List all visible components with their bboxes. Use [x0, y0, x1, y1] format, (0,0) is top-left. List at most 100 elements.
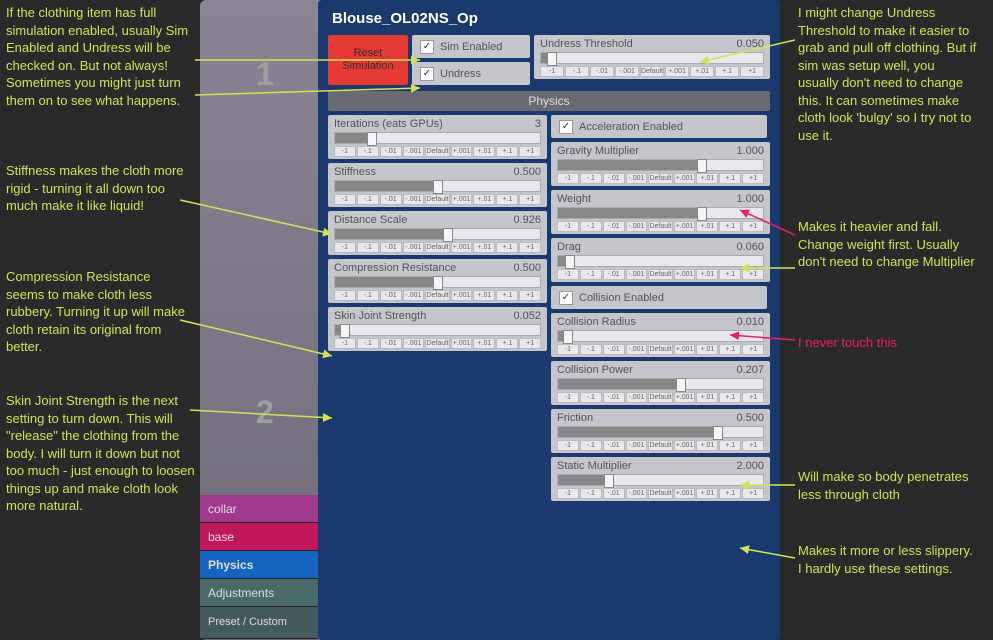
tab-base[interactable]: base	[200, 523, 318, 551]
collision-enabled-checkbox[interactable]: ✓Collision Enabled	[551, 286, 767, 309]
step-button[interactable]: -.01	[603, 173, 625, 184]
step-button[interactable]: +.001	[674, 488, 696, 499]
step-button[interactable]: Default	[648, 392, 672, 403]
step-button[interactable]: -1	[557, 488, 579, 499]
step-button[interactable]: +.001	[451, 338, 473, 349]
step-button[interactable]: +.001	[674, 269, 696, 280]
step-button[interactable]: +.01	[473, 242, 495, 253]
step-button[interactable]: -1	[334, 290, 356, 301]
step-button[interactable]: -.01	[380, 338, 402, 349]
step-button[interactable]: -.1	[580, 269, 602, 280]
step-button[interactable]: -1	[334, 194, 356, 205]
step-button[interactable]: +.1	[496, 338, 518, 349]
step-button[interactable]: +.001	[674, 392, 696, 403]
acceleration-enabled-checkbox[interactable]: ✓Acceleration Enabled	[551, 115, 767, 138]
step-button[interactable]: -.01	[590, 66, 614, 77]
step-button[interactable]: -.1	[580, 173, 602, 184]
step-button[interactable]: -.01	[603, 269, 625, 280]
step-button[interactable]: -.1	[357, 242, 379, 253]
step-button[interactable]: -.001	[626, 221, 648, 232]
slider-track[interactable]	[334, 132, 541, 144]
step-button[interactable]: +.01	[473, 290, 495, 301]
slider-track[interactable]	[334, 324, 541, 336]
step-button[interactable]: -.1	[357, 194, 379, 205]
step-button[interactable]: +.1	[496, 194, 518, 205]
step-button[interactable]: -1	[557, 344, 579, 355]
step-button[interactable]: +.01	[696, 392, 718, 403]
tab-physics[interactable]: Physics	[200, 551, 318, 579]
step-button[interactable]: +.001	[451, 290, 473, 301]
slider-track[interactable]	[557, 207, 764, 219]
step-button[interactable]: -.1	[580, 221, 602, 232]
step-button[interactable]: +.01	[473, 146, 495, 157]
step-button[interactable]: -.1	[580, 392, 602, 403]
step-button[interactable]: -.1	[580, 344, 602, 355]
step-button[interactable]: +.001	[674, 440, 696, 451]
step-button[interactable]: +1	[742, 221, 764, 232]
step-button[interactable]: +.1	[496, 242, 518, 253]
step-button[interactable]: +.001	[674, 221, 696, 232]
step-button[interactable]: -.1	[357, 290, 379, 301]
step-button[interactable]: +.01	[696, 488, 718, 499]
step-button[interactable]: +1	[742, 344, 764, 355]
step-button[interactable]: -1	[557, 392, 579, 403]
step-button[interactable]: +1	[519, 242, 541, 253]
step-button[interactable]: -.01	[603, 440, 625, 451]
slider-track[interactable]	[557, 255, 764, 267]
step-button[interactable]: +1	[742, 488, 764, 499]
step-button[interactable]: Default	[648, 221, 672, 232]
step-button[interactable]: +1	[742, 440, 764, 451]
step-button[interactable]: -.01	[380, 242, 402, 253]
step-button[interactable]: -.1	[580, 440, 602, 451]
step-button[interactable]: Default	[425, 146, 449, 157]
step-button[interactable]: -.01	[380, 194, 402, 205]
reset-simulation-button[interactable]: Reset Simulation	[328, 35, 408, 85]
step-button[interactable]: +1	[742, 392, 764, 403]
step-button[interactable]: +.01	[696, 344, 718, 355]
step-button[interactable]: +.01	[473, 194, 495, 205]
step-button[interactable]: +.1	[719, 173, 741, 184]
step-button[interactable]: -.1	[357, 146, 379, 157]
tab-adjustments[interactable]: Adjustments	[200, 579, 318, 607]
step-button[interactable]: Default	[648, 440, 672, 451]
step-button[interactable]: -1	[540, 66, 564, 77]
sim-enabled-checkbox[interactable]: ✓ Sim Enabled	[412, 35, 530, 58]
step-button[interactable]: +.001	[674, 173, 696, 184]
step-button[interactable]: -1	[557, 221, 579, 232]
slider-track[interactable]	[334, 228, 541, 240]
step-button[interactable]: +1	[519, 290, 541, 301]
step-button[interactable]: Default	[648, 344, 672, 355]
step-button[interactable]: -.001	[626, 488, 648, 499]
step-button[interactable]: +.1	[719, 221, 741, 232]
step-button[interactable]: +.1	[719, 440, 741, 451]
step-button[interactable]: +1	[519, 146, 541, 157]
slider-track[interactable]	[334, 276, 541, 288]
slider-track[interactable]	[557, 330, 764, 342]
step-button[interactable]: +.01	[696, 173, 718, 184]
step-button[interactable]: -.001	[626, 173, 648, 184]
step-button[interactable]: -1	[334, 242, 356, 253]
step-button[interactable]: -1	[334, 146, 356, 157]
step-button[interactable]: -1	[557, 173, 579, 184]
step-button[interactable]: -.01	[603, 392, 625, 403]
slider-track[interactable]	[557, 159, 764, 171]
step-button[interactable]: -.01	[603, 488, 625, 499]
step-button[interactable]: -.01	[603, 221, 625, 232]
step-button[interactable]: Default	[425, 242, 449, 253]
step-button[interactable]: +.1	[719, 488, 741, 499]
step-button[interactable]: -.001	[626, 344, 648, 355]
slider-track[interactable]	[540, 52, 764, 64]
step-button[interactable]: +1	[519, 194, 541, 205]
step-button[interactable]: +.1	[715, 66, 739, 77]
step-button[interactable]: +.1	[496, 290, 518, 301]
step-button[interactable]: +.001	[451, 194, 473, 205]
step-button[interactable]: Default	[648, 488, 672, 499]
tab-preset-custom[interactable]: Preset / Custom	[200, 607, 318, 639]
step-button[interactable]: -.1	[357, 338, 379, 349]
step-button[interactable]: +1	[740, 66, 764, 77]
undress-checkbox[interactable]: ✓ Undress	[412, 62, 530, 85]
step-button[interactable]: +.001	[665, 66, 689, 77]
step-button[interactable]: Default	[648, 173, 672, 184]
step-button[interactable]: -.01	[380, 290, 402, 301]
step-button[interactable]: +.01	[696, 269, 718, 280]
